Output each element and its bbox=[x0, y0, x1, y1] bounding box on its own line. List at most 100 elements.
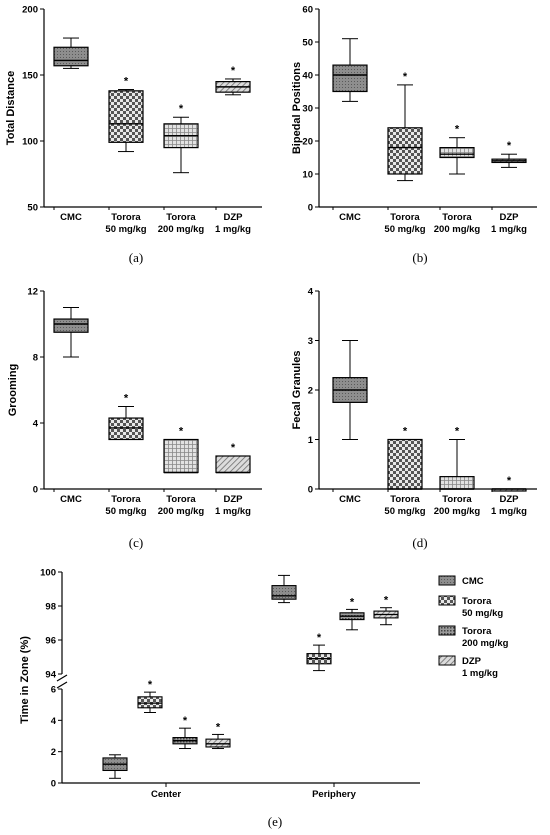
y-tick-label: 4 bbox=[308, 287, 314, 298]
box bbox=[439, 476, 475, 490]
box bbox=[387, 127, 423, 175]
y-tick-label: 10 bbox=[302, 170, 313, 181]
x-tick-label: DZP bbox=[224, 212, 244, 223]
x-tick-label: Center bbox=[151, 789, 181, 800]
x-tick-label: 50 mg/kg bbox=[384, 506, 425, 517]
x-tick-label: Periphery bbox=[312, 789, 357, 800]
x-tick-label: Torora bbox=[166, 212, 196, 223]
box bbox=[387, 438, 423, 490]
y-tick-label: 60 bbox=[302, 5, 313, 16]
x-tick-label: Torora bbox=[111, 212, 141, 223]
x-tick-label: DZP bbox=[224, 494, 244, 505]
y-tick-label: 50 bbox=[27, 203, 38, 214]
x-tick-label: DZP bbox=[500, 212, 520, 223]
box bbox=[163, 438, 199, 474]
x-tick-label: 1 mg/kg bbox=[215, 224, 251, 235]
significance-star: * bbox=[179, 426, 184, 438]
x-tick-label: DZP bbox=[500, 494, 520, 505]
legend-label: 200 mg/kg bbox=[462, 638, 509, 649]
x-tick-label: Torora bbox=[442, 212, 472, 223]
y-tick-label: 3 bbox=[308, 336, 313, 347]
y-tick-label: 100 bbox=[40, 568, 56, 579]
y-tick-label: 40 bbox=[302, 71, 313, 82]
y-tick-label: 98 bbox=[45, 602, 56, 613]
box bbox=[332, 64, 368, 93]
significance-star: * bbox=[403, 71, 408, 83]
box bbox=[205, 738, 231, 748]
legend-label: 50 mg/kg bbox=[462, 608, 503, 619]
x-tick-label: 1 mg/kg bbox=[491, 224, 527, 235]
x-tick-label: 200 mg/kg bbox=[434, 506, 481, 517]
y-tick-label: 30 bbox=[302, 104, 313, 115]
y-axis-label: Fecal Granules bbox=[291, 351, 303, 430]
x-tick-label: Torora bbox=[390, 212, 420, 223]
y-tick-label: 2 bbox=[308, 386, 313, 397]
box bbox=[108, 90, 144, 143]
significance-star: * bbox=[179, 103, 184, 115]
y-tick-label: 1 bbox=[308, 435, 314, 446]
legend-label: 1 mg/kg bbox=[462, 668, 498, 679]
x-tick-label: CMC bbox=[339, 494, 361, 505]
x-tick-label: 1 mg/kg bbox=[215, 506, 251, 517]
significance-star: * bbox=[216, 721, 221, 733]
significance-star: * bbox=[350, 596, 355, 608]
y-axis-label: Time in Zone (%) bbox=[19, 636, 31, 724]
x-tick-label: 200 mg/kg bbox=[434, 224, 481, 235]
significance-star: * bbox=[455, 426, 460, 438]
x-tick-label: 50 mg/kg bbox=[105, 506, 146, 517]
box bbox=[108, 417, 144, 441]
x-tick-label: 200 mg/kg bbox=[158, 506, 205, 517]
x-tick-label: Torora bbox=[111, 494, 141, 505]
caption-b: (b) bbox=[412, 250, 427, 265]
chart-panel-2: 0 10 20 30 40 50 60 Bipedal Positions CMC * Torora… bbox=[291, 5, 537, 235]
y-tick-label: 6 bbox=[51, 685, 56, 696]
legend-label: Torora bbox=[462, 626, 492, 637]
y-tick-label: 4 bbox=[33, 419, 39, 430]
axis-break-mark bbox=[56, 681, 68, 689]
y-tick-label: 100 bbox=[22, 137, 38, 148]
box bbox=[53, 46, 89, 67]
y-tick-label: 200 bbox=[22, 5, 38, 16]
significance-star: * bbox=[507, 140, 512, 152]
caption-a: (a) bbox=[129, 250, 143, 265]
significance-star: * bbox=[403, 426, 408, 438]
y-tick-label: 150 bbox=[22, 71, 38, 82]
y-tick-label: 96 bbox=[45, 636, 56, 647]
x-tick-label: CMC bbox=[60, 494, 82, 505]
y-axis-label: Total Distance bbox=[5, 71, 17, 145]
significance-star: * bbox=[124, 393, 129, 405]
y-tick-label: 12 bbox=[27, 287, 38, 298]
box bbox=[271, 585, 297, 600]
significance-star: * bbox=[124, 76, 129, 88]
box bbox=[215, 455, 251, 474]
legend-swatch bbox=[438, 575, 456, 586]
legend-label: CMC bbox=[462, 576, 484, 587]
box bbox=[53, 318, 89, 333]
significance-star: * bbox=[317, 632, 322, 644]
x-tick-label: 50 mg/kg bbox=[384, 224, 425, 235]
x-tick-label: Torora bbox=[166, 494, 196, 505]
caption-d: (d) bbox=[412, 535, 427, 550]
axis-break-mark bbox=[56, 674, 68, 682]
box bbox=[137, 696, 163, 709]
y-tick-label: 50 bbox=[302, 38, 313, 49]
legend-swatch bbox=[438, 625, 456, 636]
legend-swatch bbox=[438, 595, 456, 606]
x-tick-label: Torora bbox=[442, 494, 472, 505]
significance-star: * bbox=[455, 124, 460, 136]
x-tick-label: 50 mg/kg bbox=[105, 224, 146, 235]
x-tick-label: Torora bbox=[390, 494, 420, 505]
significance-star: * bbox=[507, 475, 512, 487]
y-tick-label: 0 bbox=[51, 779, 56, 790]
y-axis-label: Grooming bbox=[7, 364, 19, 417]
y-axis-label: Bipedal Positions bbox=[291, 62, 303, 154]
legend-label: DZP bbox=[462, 656, 482, 667]
significance-star: * bbox=[384, 595, 389, 607]
significance-star: * bbox=[183, 715, 188, 727]
y-tick-label: 8 bbox=[33, 353, 38, 364]
legend-swatch bbox=[438, 655, 456, 666]
x-tick-label: CMC bbox=[60, 212, 82, 223]
